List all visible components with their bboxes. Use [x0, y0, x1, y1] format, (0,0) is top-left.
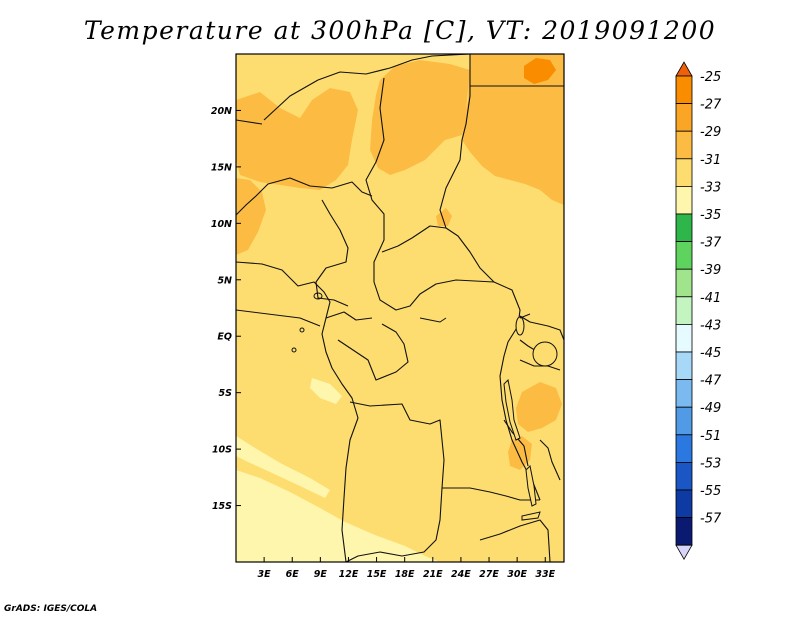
- colorbar-level-label: -25: [700, 70, 721, 85]
- colorbar-swatch: [675, 130, 693, 160]
- cool-band-southwest: [236, 470, 440, 562]
- colorbar-swatch: [675, 103, 693, 132]
- lat-tick-label: 10N: [211, 219, 232, 230]
- colorbar-level-label: -27: [700, 98, 722, 113]
- colorbar-level-label: -29: [700, 125, 721, 140]
- colorbar-level-label: -45: [700, 346, 721, 361]
- warm-patch-west-sahel: [236, 178, 266, 255]
- colorbar-level-label: -51: [700, 429, 721, 444]
- warm-patch-northeast: [462, 54, 564, 205]
- colorbar-swatch: [675, 323, 693, 353]
- colorbar-level-label: -55: [700, 484, 721, 499]
- lat-tick-label: 5S: [219, 388, 233, 399]
- colorbar-swatch: [675, 268, 693, 298]
- lat-tick-label: 20N: [211, 106, 232, 117]
- colorbar-swatch: [675, 213, 693, 243]
- map-title: Temperature at 300hPa [C], VT: 201909120…: [83, 16, 717, 45]
- colorbar-level-label: -43: [700, 318, 721, 333]
- lon-tick-label: 18E: [395, 569, 415, 580]
- colorbar-bottom-triangle: [675, 544, 693, 561]
- colorbar-swatch: [675, 406, 693, 436]
- lon-tick-label: 3E: [258, 569, 272, 580]
- colorbar-level-label: -47: [700, 374, 722, 389]
- lat-tick-label: EQ: [217, 332, 232, 343]
- cool-strip-atlantic: [236, 436, 330, 498]
- colorbar-swatch: [675, 296, 693, 325]
- colorbar-swatch: [675, 379, 693, 408]
- colorbar-top-triangle: [675, 61, 693, 77]
- warm-spot-far-northeast: [524, 58, 556, 84]
- colorbar: -25 -27 -29 -31 -33 -35 -37 -39 -41 -43 -45 -47 -49 -…: [675, 61, 722, 561]
- colorbar-level-label: -31: [700, 153, 721, 168]
- lakes: [503, 316, 558, 521]
- lon-tick-label: 30E: [507, 569, 527, 580]
- colorbar-level-label: -35: [700, 208, 721, 223]
- colorbar-level-label: -49: [700, 401, 721, 416]
- cool-patch-coast: [310, 378, 342, 404]
- colorbar-swatch: [675, 434, 693, 463]
- colorbar-swatch: [675, 158, 693, 187]
- lon-tick-label: 21E: [423, 569, 443, 580]
- lat-tick-label: 10S: [212, 445, 232, 456]
- lat-tick-label: 15S: [212, 501, 232, 512]
- colorbar-swatch: [675, 75, 693, 105]
- warm-patch-north-central: [370, 60, 470, 175]
- colorbar-swatch: [675, 351, 693, 381]
- map-frame: [235, 53, 565, 563]
- colorbar-swatch: [675, 517, 693, 546]
- colorbar-level-label: -33: [700, 180, 721, 195]
- colorbar-swatch: [675, 241, 693, 270]
- colorbar-swatch: [675, 489, 693, 519]
- longitude-axis: 3E 6E 9E 12E 15E 18E 21E 24E 27E 30E 33E: [258, 557, 556, 580]
- colorbar-swatch: [675, 461, 693, 491]
- islands: [291, 292, 531, 353]
- lat-tick-label: 5N: [217, 275, 232, 286]
- lon-tick-label: 9E: [314, 569, 328, 580]
- lat-tick-label: 15N: [211, 162, 232, 173]
- lon-tick-label: 24E: [451, 569, 471, 580]
- colorbar-level-label: -37: [700, 236, 722, 251]
- lon-tick-label: 27E: [479, 569, 499, 580]
- grads-credit: GrADS: IGES/COLA: [4, 604, 98, 614]
- warm-patch-east-highlands: [516, 382, 562, 432]
- colorbar-level-label: -41: [700, 291, 721, 306]
- colorbar-swatch: [675, 185, 693, 215]
- warm-patch-chad: [436, 208, 452, 226]
- lon-tick-label: 33E: [535, 569, 555, 580]
- lon-tick-label: 15E: [367, 569, 387, 580]
- lon-tick-label: 12E: [339, 569, 359, 580]
- colorbar-level-label: -53: [700, 456, 721, 471]
- colorbar-level-label: -57: [700, 512, 722, 527]
- map-plot: [236, 54, 564, 562]
- latitude-axis: 20N 15N 10N 5N EQ 5S 10S 15S: [211, 106, 241, 512]
- warm-patch-northwest: [236, 88, 358, 190]
- colorbar-level-label: -39: [700, 263, 721, 278]
- lon-tick-label: 6E: [286, 569, 300, 580]
